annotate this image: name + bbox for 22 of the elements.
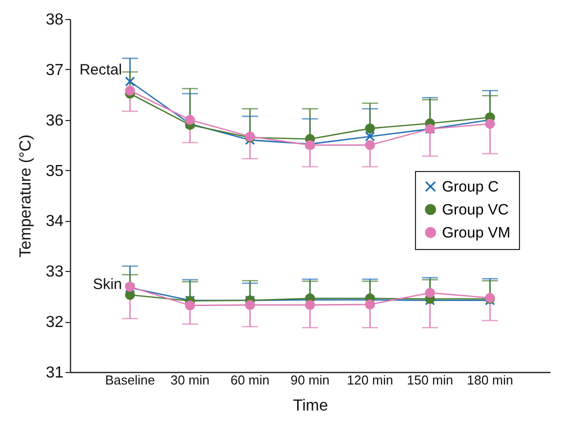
y-tick-label: 38 bbox=[46, 12, 64, 28]
x-tick-label: 150 min bbox=[406, 372, 454, 388]
x-axis-title: Time bbox=[293, 398, 328, 414]
x-tick-label: 180 min bbox=[466, 372, 514, 388]
annotation: Rectal bbox=[79, 61, 122, 78]
y-tick-label: 35 bbox=[46, 162, 64, 180]
annotation: Skin bbox=[92, 276, 122, 293]
legend-label: Group VC bbox=[442, 202, 509, 218]
y-tick-label: 33 bbox=[46, 264, 64, 281]
legend-label: Group C bbox=[442, 178, 499, 196]
legend-label: Group VM bbox=[442, 224, 510, 242]
y-tick-label: 37 bbox=[46, 62, 64, 79]
x-tick-label: 30 min bbox=[170, 372, 210, 388]
x-tick-label: 60 min bbox=[230, 372, 270, 388]
x-tick-label: 90 min bbox=[290, 372, 330, 388]
y-tick-label: 34 bbox=[46, 213, 64, 230]
y-tick-label: 31 bbox=[46, 364, 64, 382]
x-tick-label: 120 min bbox=[346, 372, 394, 388]
y-axis-title: Temperature (°C) bbox=[18, 134, 35, 258]
y-tick-label: 36 bbox=[46, 112, 64, 130]
y-tick-label: 32 bbox=[46, 314, 64, 332]
x-tick-label: Baseline bbox=[105, 372, 155, 388]
